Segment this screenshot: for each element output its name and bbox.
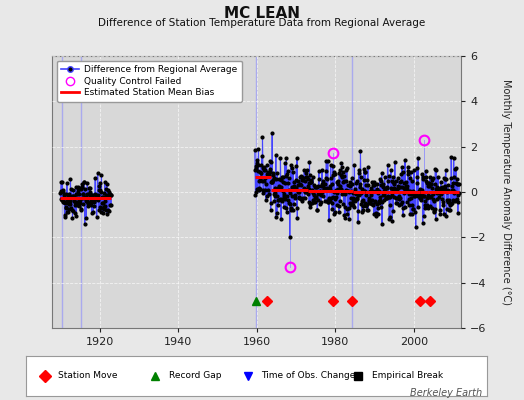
- Text: Record Gap: Record Gap: [169, 372, 222, 380]
- Text: Empirical Break: Empirical Break: [372, 372, 443, 380]
- Text: Difference of Station Temperature Data from Regional Average: Difference of Station Temperature Data f…: [99, 18, 425, 28]
- Text: Berkeley Earth: Berkeley Earth: [410, 388, 482, 398]
- Legend: Difference from Regional Average, Quality Control Failed, Estimated Station Mean: Difference from Regional Average, Qualit…: [57, 60, 242, 102]
- Y-axis label: Monthly Temperature Anomaly Difference (°C): Monthly Temperature Anomaly Difference (…: [500, 79, 510, 305]
- Text: MC LEAN: MC LEAN: [224, 6, 300, 21]
- Text: Station Move: Station Move: [59, 372, 118, 380]
- Text: Time of Obs. Change: Time of Obs. Change: [261, 372, 356, 380]
